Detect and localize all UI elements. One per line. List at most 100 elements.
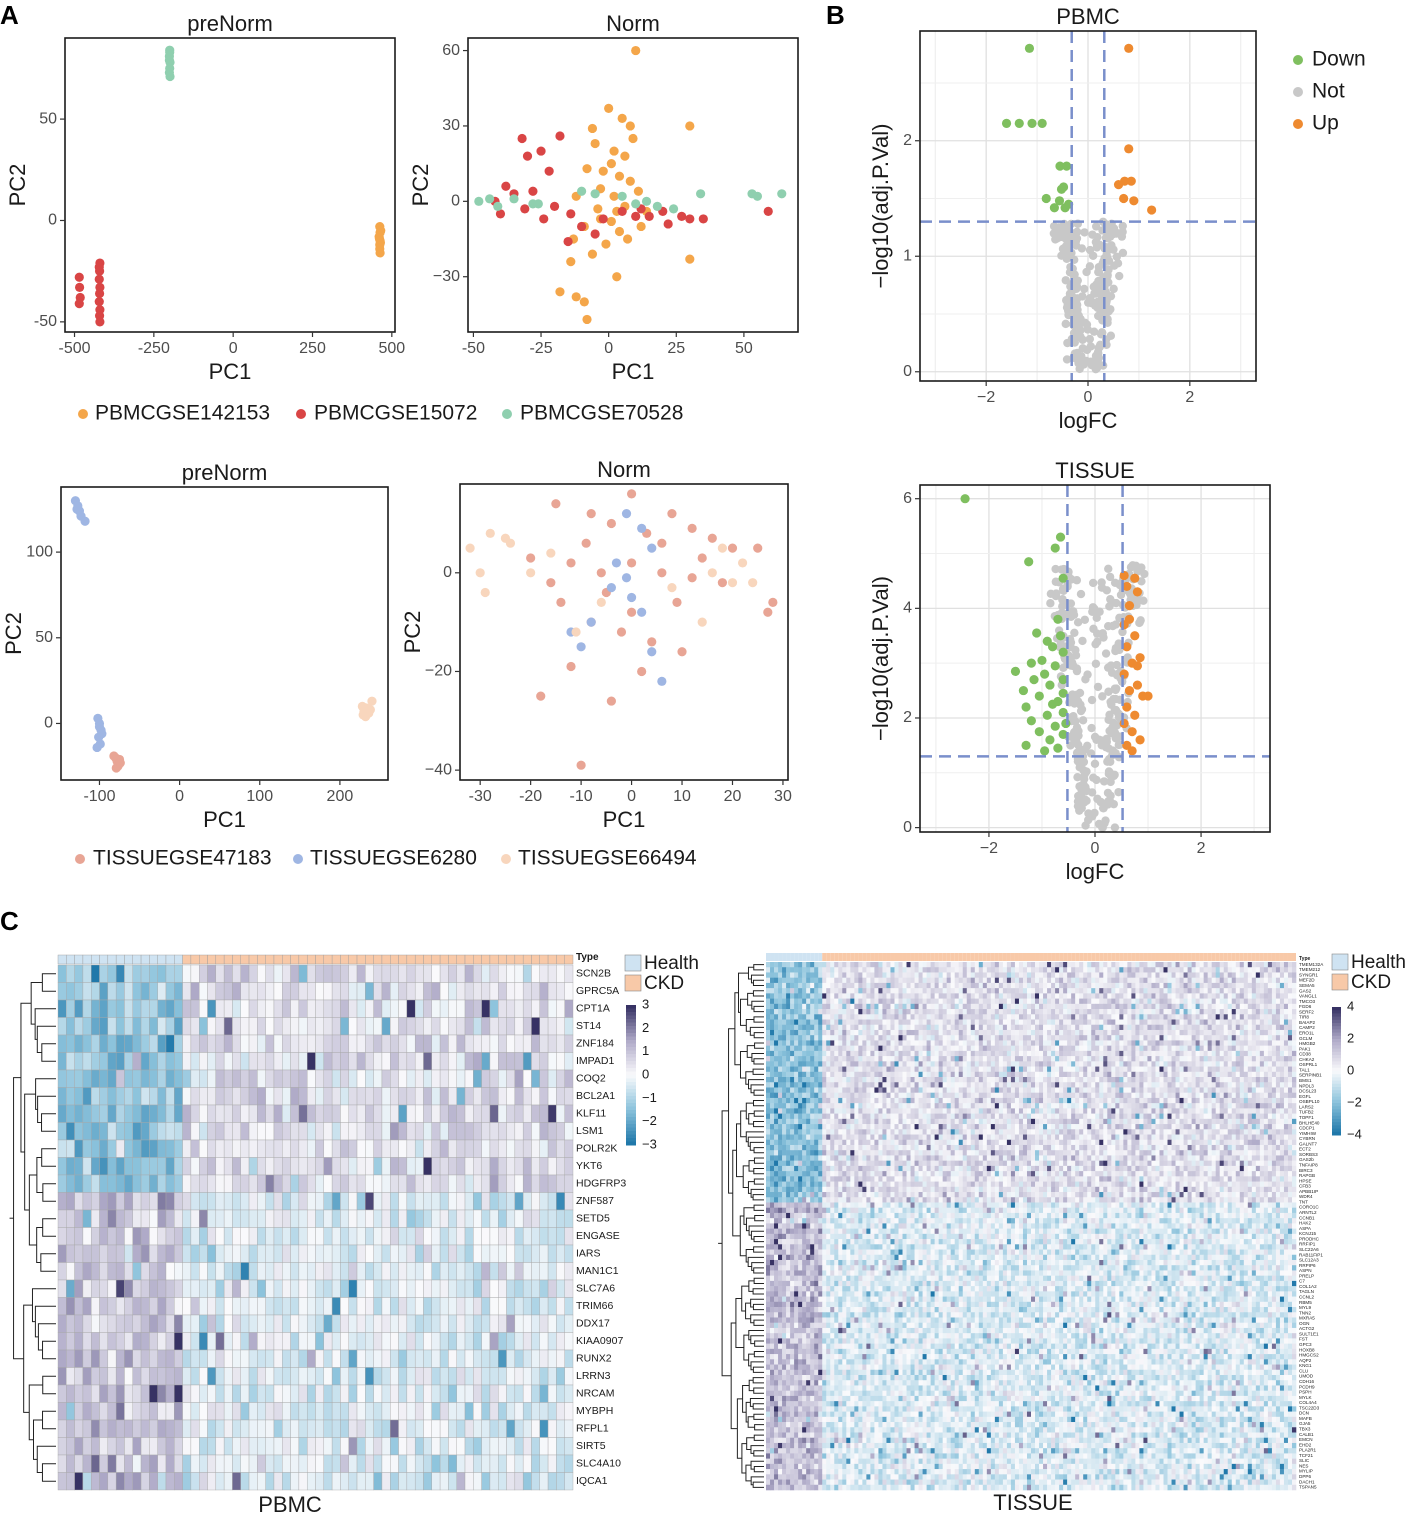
- volcano_tissue-point-up: [1119, 718, 1129, 729]
- heatmap-cell: [966, 977, 972, 984]
- heatmap-cell: [207, 964, 217, 983]
- heatmap-cell: [890, 977, 895, 984]
- heatmap-cell: [1095, 977, 1100, 984]
- heatmap-cell: [232, 1279, 241, 1298]
- heatmap-cell: [1002, 993, 1008, 999]
- volcano_tissue-point-not: [1072, 576, 1082, 585]
- heatmap-cell: [790, 1014, 795, 1020]
- heatmap-cell: [348, 1384, 358, 1403]
- heatmap-cell: [1026, 1019, 1032, 1026]
- volcano_tissue-point-not: [1094, 819, 1104, 829]
- heatmap-cell: [390, 1069, 399, 1088]
- heatmap-cell: [862, 993, 867, 999]
- heatmap-cell: [1131, 982, 1136, 989]
- heatmap-cell: [282, 1209, 291, 1228]
- heatmap-cell: [190, 1437, 200, 1456]
- heatmap-cell: [950, 977, 956, 984]
- pca_tissue_norm-point-tissuegse66494: [707, 568, 717, 578]
- heatmap-cell: [199, 1157, 208, 1176]
- colorbar-step: [626, 1085, 636, 1090]
- heatmap-cell: [323, 1297, 333, 1316]
- heatmap-cell: [398, 1069, 408, 1088]
- heatmap-cell: [1095, 982, 1100, 989]
- heatmap-cell: [934, 982, 939, 989]
- heatmap-cell: [822, 1019, 827, 1026]
- heatmap-cell: [1291, 1019, 1297, 1026]
- type-cell-ckd: [1287, 953, 1292, 961]
- pca_pbmc_prenorm-point-pbmcgse142153: [376, 226, 386, 236]
- heatmap-cell: [814, 962, 819, 968]
- heatmap-cell: [522, 1104, 532, 1123]
- heatmap-cell: [1010, 977, 1016, 984]
- heatmap-cell: [1219, 998, 1225, 1005]
- type-cell-ckd: [215, 954, 225, 965]
- heatmap-cell: [886, 1024, 891, 1031]
- heatmap-cell: [406, 1139, 416, 1158]
- heatmap-cell: [766, 1014, 771, 1020]
- volcano_tissue-point-down: [1042, 710, 1052, 720]
- volcano_tissue-point-down: [1026, 658, 1036, 668]
- heatmap-cell: [248, 1419, 258, 1438]
- heatmap-cell: [902, 1009, 907, 1015]
- type-cell-ckd: [1127, 953, 1132, 961]
- heatmap-cell: [257, 1437, 266, 1456]
- heatmap-cell: [248, 1209, 258, 1228]
- dendrogram-branch: [41, 1463, 56, 1482]
- heatmap-cell: [282, 1349, 291, 1368]
- heatmap-cell: [1231, 1009, 1237, 1015]
- heatmap-cell: [365, 1227, 374, 1246]
- heatmap-cell: [814, 967, 819, 973]
- heatmap-cell: [946, 993, 951, 999]
- heatmap-cell: [489, 964, 499, 983]
- heatmap-cell: [257, 1244, 266, 1263]
- heatmap-cell: [942, 1009, 947, 1015]
- heatmap-cell: [456, 1297, 466, 1316]
- heatmap-cell: [838, 998, 843, 1005]
- heatmap-cell: [922, 1024, 927, 1031]
- heatmap-cell: [1051, 972, 1056, 978]
- volcano_pbmc-point-not: [1071, 316, 1081, 325]
- heatmap-cell: [1191, 998, 1196, 1005]
- heatmap-cell: [423, 1227, 432, 1246]
- tissue-dataset-legend: TISSUEGSE47183 TISSUEGSE6280 TISSUEGSE66…: [75, 847, 697, 870]
- heatmap-cell: [431, 1419, 441, 1438]
- pca_pbmc_norm-point-pbmcgse15072: [631, 211, 641, 222]
- heatmap-cell: [199, 999, 208, 1018]
- heatmap-cell: [473, 1262, 482, 1281]
- heatmap-cell: [290, 1262, 300, 1281]
- dendrogram-branch: [41, 1043, 56, 1062]
- heatmap-cell: [423, 1052, 432, 1071]
- heatmap-cell: [498, 1402, 507, 1421]
- volcano_pbmc-point-not: [1085, 245, 1095, 255]
- heatmap-cell: [273, 1297, 283, 1316]
- heatmap-cell: [770, 993, 775, 999]
- volcano_tissue-point-up: [1132, 661, 1143, 671]
- heatmap-cell: [149, 1192, 158, 1211]
- heatmap-cell: [323, 1419, 333, 1438]
- heatmap-cell: [1022, 962, 1028, 968]
- volcano_pbmc-point-not: [1094, 276, 1103, 286]
- heatmap-cell: [1251, 1019, 1257, 1026]
- volcano_tissue-point-not: [1059, 564, 1069, 574]
- heatmap-cell: [1063, 1014, 1068, 1020]
- pca_pbmc_prenorm-point-pbmcgse70528: [165, 47, 175, 57]
- heatmap-cell: [273, 1157, 283, 1176]
- heatmap-cell: [298, 1332, 308, 1351]
- heatmap-cell: [1163, 1019, 1168, 1026]
- heatmap-cell: [82, 1437, 92, 1456]
- heatmap-cell: [966, 988, 972, 994]
- heatmap-cell: [174, 1104, 183, 1123]
- heatmap-cell: [215, 1157, 225, 1176]
- colorbar-step: [626, 1092, 636, 1097]
- pca_pbmc_norm-point-pbmcgse15072: [495, 209, 506, 219]
- heatmap-cell: [1235, 967, 1241, 973]
- heatmap-cell: [66, 1472, 75, 1491]
- heatmap-cell: [556, 1104, 565, 1123]
- heatmap-cell: [381, 1419, 391, 1438]
- heatmap-cell: [1203, 998, 1208, 1005]
- heatmap-cell: [926, 988, 931, 994]
- heatmap-cell: [448, 1454, 457, 1473]
- pca_tissue_norm-point-tissuegse6280: [647, 543, 657, 553]
- heatmap-cell: [149, 1122, 158, 1141]
